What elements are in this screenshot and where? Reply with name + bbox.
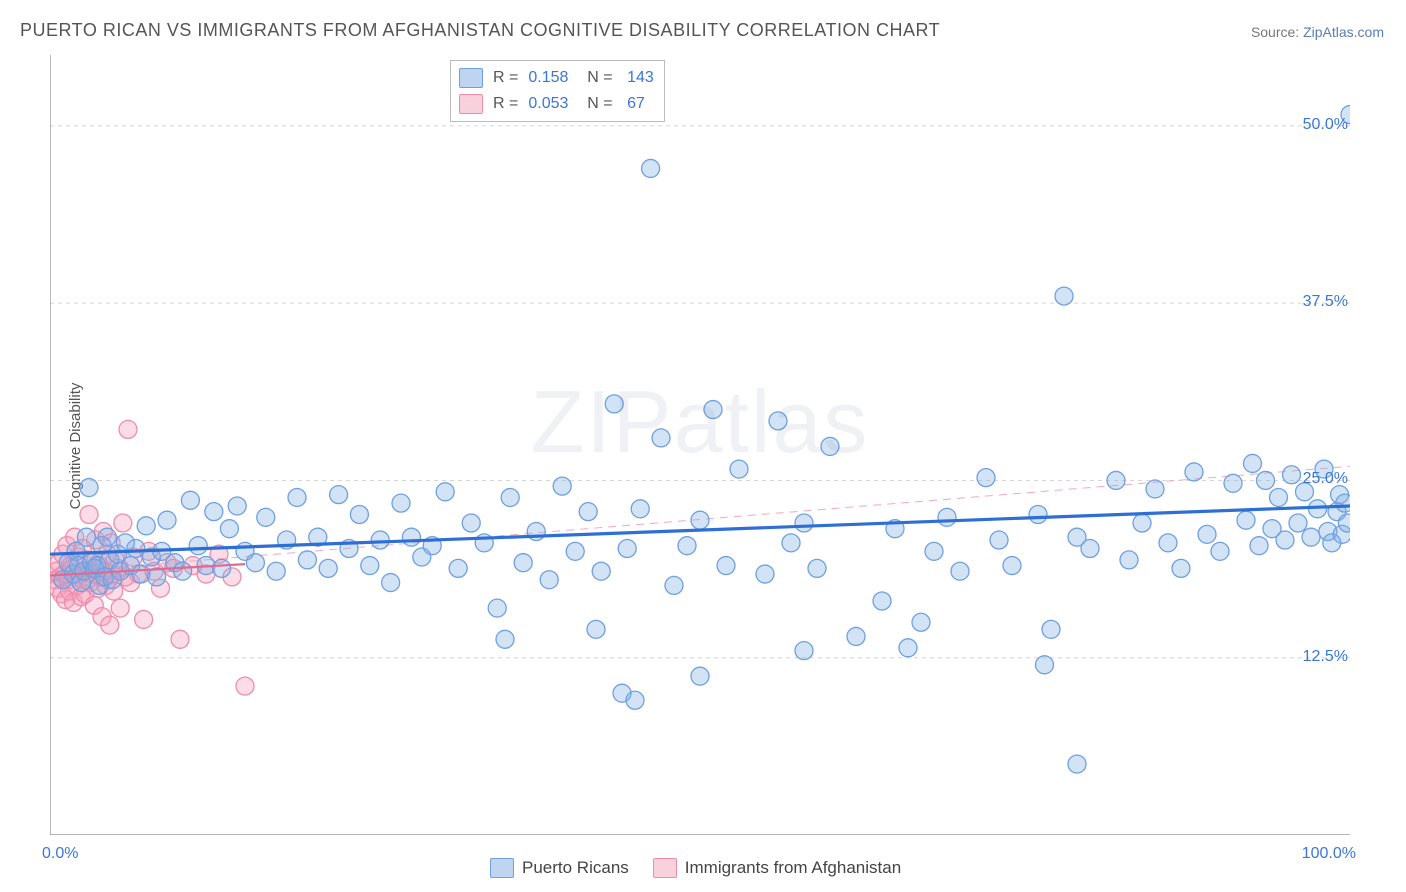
y-tick-label: 25.0% [1288,470,1348,488]
legend-label: Immigrants from Afghanistan [685,858,901,878]
x-axis-min-label: 0.0% [42,845,78,863]
source-attribution: Source: ZipAtlas.com [1251,24,1384,40]
legend-swatch-icon [653,858,677,878]
stats-legend-box: R = 0.158 N = 143 R = 0.053 N = 67 [450,60,665,122]
series-legend: Puerto Ricans Immigrants from Afghanistan [490,858,901,878]
source-label: Source: [1251,24,1299,40]
series-swatch-icon [459,94,483,114]
y-tick-label: 37.5% [1288,293,1348,311]
page-title: PUERTO RICAN VS IMMIGRANTS FROM AFGHANIS… [20,20,940,41]
stat-n-value: 67 [623,91,645,117]
stats-row: R = 0.158 N = 143 [459,65,654,91]
stats-row: R = 0.053 N = 67 [459,91,654,117]
stat-r-label: R = [493,91,518,117]
legend-swatch-icon [490,858,514,878]
x-axis-max-label: 100.0% [1302,845,1356,863]
stat-n-label: N = [578,65,612,91]
stat-n-value: 143 [623,65,654,91]
stat-r-value: 0.158 [528,65,568,91]
source-value: ZipAtlas.com [1303,24,1384,40]
legend-item: Immigrants from Afghanistan [653,858,901,878]
stat-r-value: 0.053 [528,91,568,117]
stat-r-label: R = [493,65,518,91]
y-tick-label: 50.0% [1288,116,1348,134]
scatter-chart [50,55,1350,835]
series-swatch-icon [459,68,483,88]
legend-label: Puerto Ricans [522,858,629,878]
legend-item: Puerto Ricans [490,858,629,878]
chart-area: ZIPatlas [50,55,1350,835]
stat-n-label: N = [578,91,612,117]
y-tick-label: 12.5% [1288,648,1348,666]
